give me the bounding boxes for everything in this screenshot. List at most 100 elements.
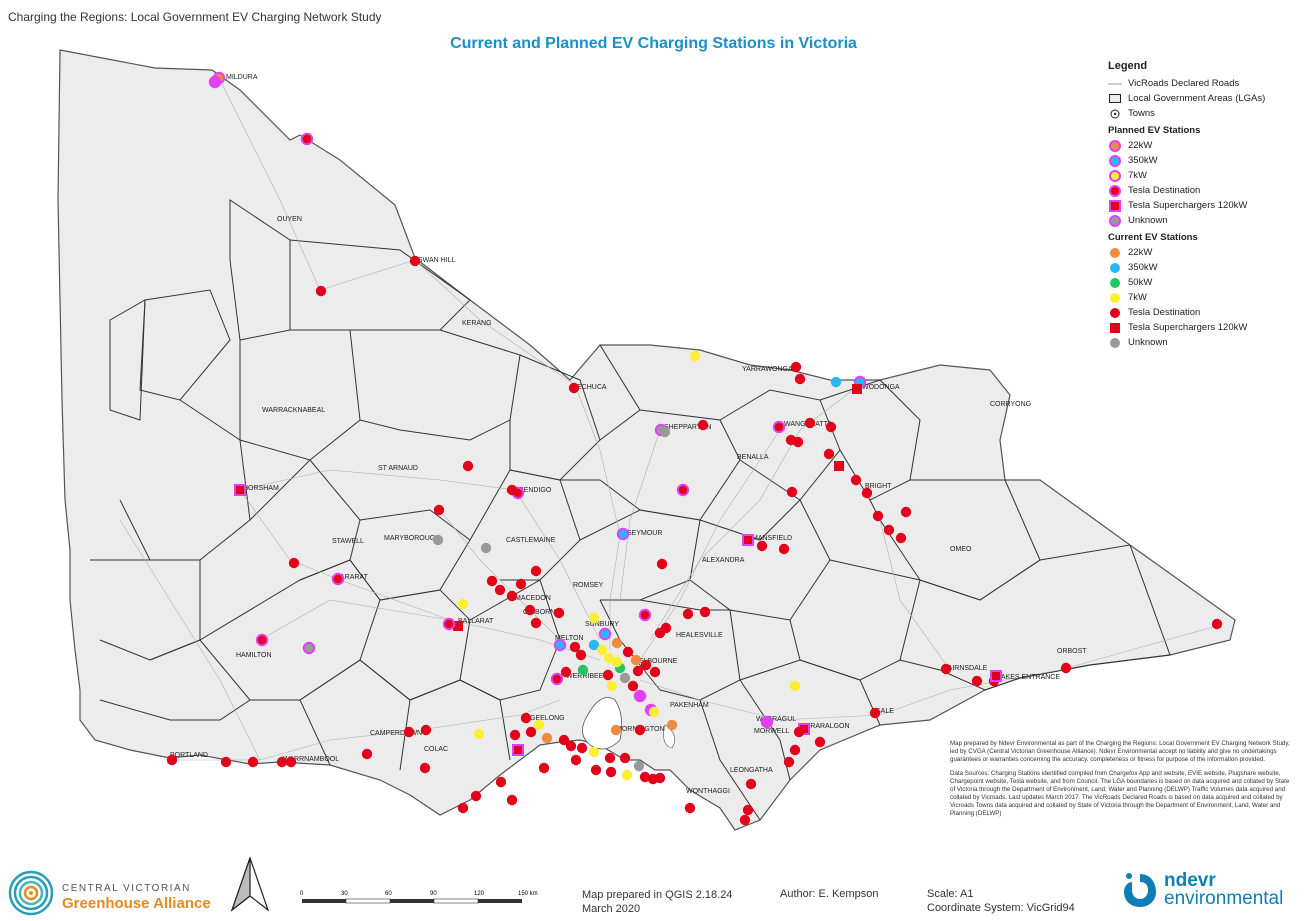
current-station-marker[interactable]	[861, 487, 873, 499]
current-station-marker[interactable]	[247, 756, 259, 768]
current-station-marker[interactable]	[604, 752, 616, 764]
current-station-marker[interactable]	[699, 606, 711, 618]
planned-station-marker[interactable]	[633, 689, 647, 703]
current-station-marker[interactable]	[789, 744, 801, 756]
planned-station-marker[interactable]	[512, 744, 524, 756]
current-station-marker[interactable]	[220, 756, 232, 768]
current-station-marker[interactable]	[940, 663, 952, 675]
planned-station-marker[interactable]	[550, 672, 564, 686]
current-station-marker[interactable]	[869, 707, 881, 719]
current-station-marker[interactable]	[793, 726, 805, 738]
current-station-marker[interactable]	[576, 742, 588, 754]
current-station-marker[interactable]	[825, 421, 837, 433]
current-station-marker[interactable]	[588, 639, 600, 651]
current-station-marker[interactable]	[794, 373, 806, 385]
current-station-marker[interactable]	[633, 760, 645, 772]
planned-station-marker[interactable]	[616, 527, 630, 541]
planned-station-marker[interactable]	[598, 627, 612, 641]
current-station-marker[interactable]	[409, 255, 421, 267]
current-station-marker[interactable]	[520, 712, 532, 724]
current-station-marker[interactable]	[457, 802, 469, 814]
current-station-marker[interactable]	[506, 590, 518, 602]
current-station-marker[interactable]	[568, 382, 580, 394]
current-station-marker[interactable]	[783, 756, 795, 768]
current-station-marker[interactable]	[610, 724, 622, 736]
current-station-marker[interactable]	[606, 680, 618, 692]
current-station-marker[interactable]	[689, 350, 701, 362]
current-station-marker[interactable]	[570, 754, 582, 766]
current-station-marker[interactable]	[403, 726, 415, 738]
current-station-marker[interactable]	[276, 756, 288, 768]
charging-stations[interactable]	[166, 71, 1223, 826]
current-station-marker[interactable]	[656, 558, 668, 570]
current-station-marker[interactable]	[1060, 662, 1072, 674]
current-station-marker[interactable]	[462, 460, 474, 472]
current-station-marker[interactable]	[588, 746, 600, 758]
current-station-marker[interactable]	[569, 641, 581, 653]
current-station-marker[interactable]	[621, 769, 633, 781]
current-station-marker[interactable]	[541, 732, 553, 744]
current-station-marker[interactable]	[524, 604, 536, 616]
current-station-marker[interactable]	[639, 771, 651, 783]
current-station-marker[interactable]	[792, 436, 804, 448]
current-station-marker[interactable]	[432, 534, 444, 546]
planned-station-marker[interactable]	[772, 420, 786, 434]
current-station-marker[interactable]	[525, 726, 537, 738]
current-station-marker[interactable]	[850, 474, 862, 486]
planned-station-marker[interactable]	[553, 638, 567, 652]
current-station-marker[interactable]	[457, 598, 469, 610]
current-station-marker[interactable]	[419, 762, 431, 774]
current-station-marker[interactable]	[509, 729, 521, 741]
current-station-marker[interactable]	[648, 706, 660, 718]
current-station-marker[interactable]	[834, 461, 844, 471]
current-station-marker[interactable]	[883, 524, 895, 536]
current-station-marker[interactable]	[596, 644, 608, 656]
current-station-marker[interactable]	[790, 361, 802, 373]
current-station-marker[interactable]	[789, 680, 801, 692]
current-station-marker[interactable]	[627, 680, 639, 692]
current-station-marker[interactable]	[756, 540, 768, 552]
current-station-marker[interactable]	[660, 622, 672, 634]
current-station-marker[interactable]	[778, 543, 790, 555]
current-station-marker[interactable]	[515, 578, 527, 590]
planned-station-marker[interactable]	[742, 534, 754, 546]
current-station-marker[interactable]	[649, 666, 661, 678]
current-station-marker[interactable]	[872, 510, 884, 522]
current-station-marker[interactable]	[420, 724, 432, 736]
current-station-marker[interactable]	[588, 612, 600, 624]
current-station-marker[interactable]	[830, 376, 842, 388]
planned-station-marker[interactable]	[990, 670, 1002, 682]
current-station-marker[interactable]	[814, 736, 826, 748]
current-station-marker[interactable]	[495, 776, 507, 788]
current-station-marker[interactable]	[565, 740, 577, 752]
current-station-marker[interactable]	[590, 764, 602, 776]
current-station-marker[interactable]	[823, 448, 835, 460]
current-station-marker[interactable]	[530, 565, 542, 577]
current-station-marker[interactable]	[682, 608, 694, 620]
planned-station-marker[interactable]	[300, 132, 314, 146]
current-station-marker[interactable]	[852, 384, 862, 394]
current-station-marker[interactable]	[166, 754, 178, 766]
current-station-marker[interactable]	[632, 665, 644, 677]
current-station-marker[interactable]	[684, 802, 696, 814]
current-station-marker[interactable]	[480, 542, 492, 554]
planned-station-marker[interactable]	[302, 641, 316, 655]
current-station-marker[interactable]	[470, 790, 482, 802]
current-station-marker[interactable]	[659, 426, 671, 438]
current-station-marker[interactable]	[553, 607, 565, 619]
current-station-marker[interactable]	[453, 621, 463, 631]
planned-station-marker[interactable]	[760, 715, 774, 729]
current-station-marker[interactable]	[533, 719, 545, 731]
current-station-marker[interactable]	[506, 794, 518, 806]
current-station-marker[interactable]	[611, 637, 623, 649]
current-station-marker[interactable]	[697, 419, 709, 431]
current-station-marker[interactable]	[804, 417, 816, 429]
current-station-marker[interactable]	[622, 646, 634, 658]
current-station-marker[interactable]	[654, 772, 666, 784]
current-station-marker[interactable]	[666, 719, 678, 731]
current-station-marker[interactable]	[619, 752, 631, 764]
current-station-marker[interactable]	[895, 532, 907, 544]
current-station-marker[interactable]	[285, 756, 297, 768]
current-station-marker[interactable]	[603, 652, 615, 664]
current-station-marker[interactable]	[619, 672, 631, 684]
